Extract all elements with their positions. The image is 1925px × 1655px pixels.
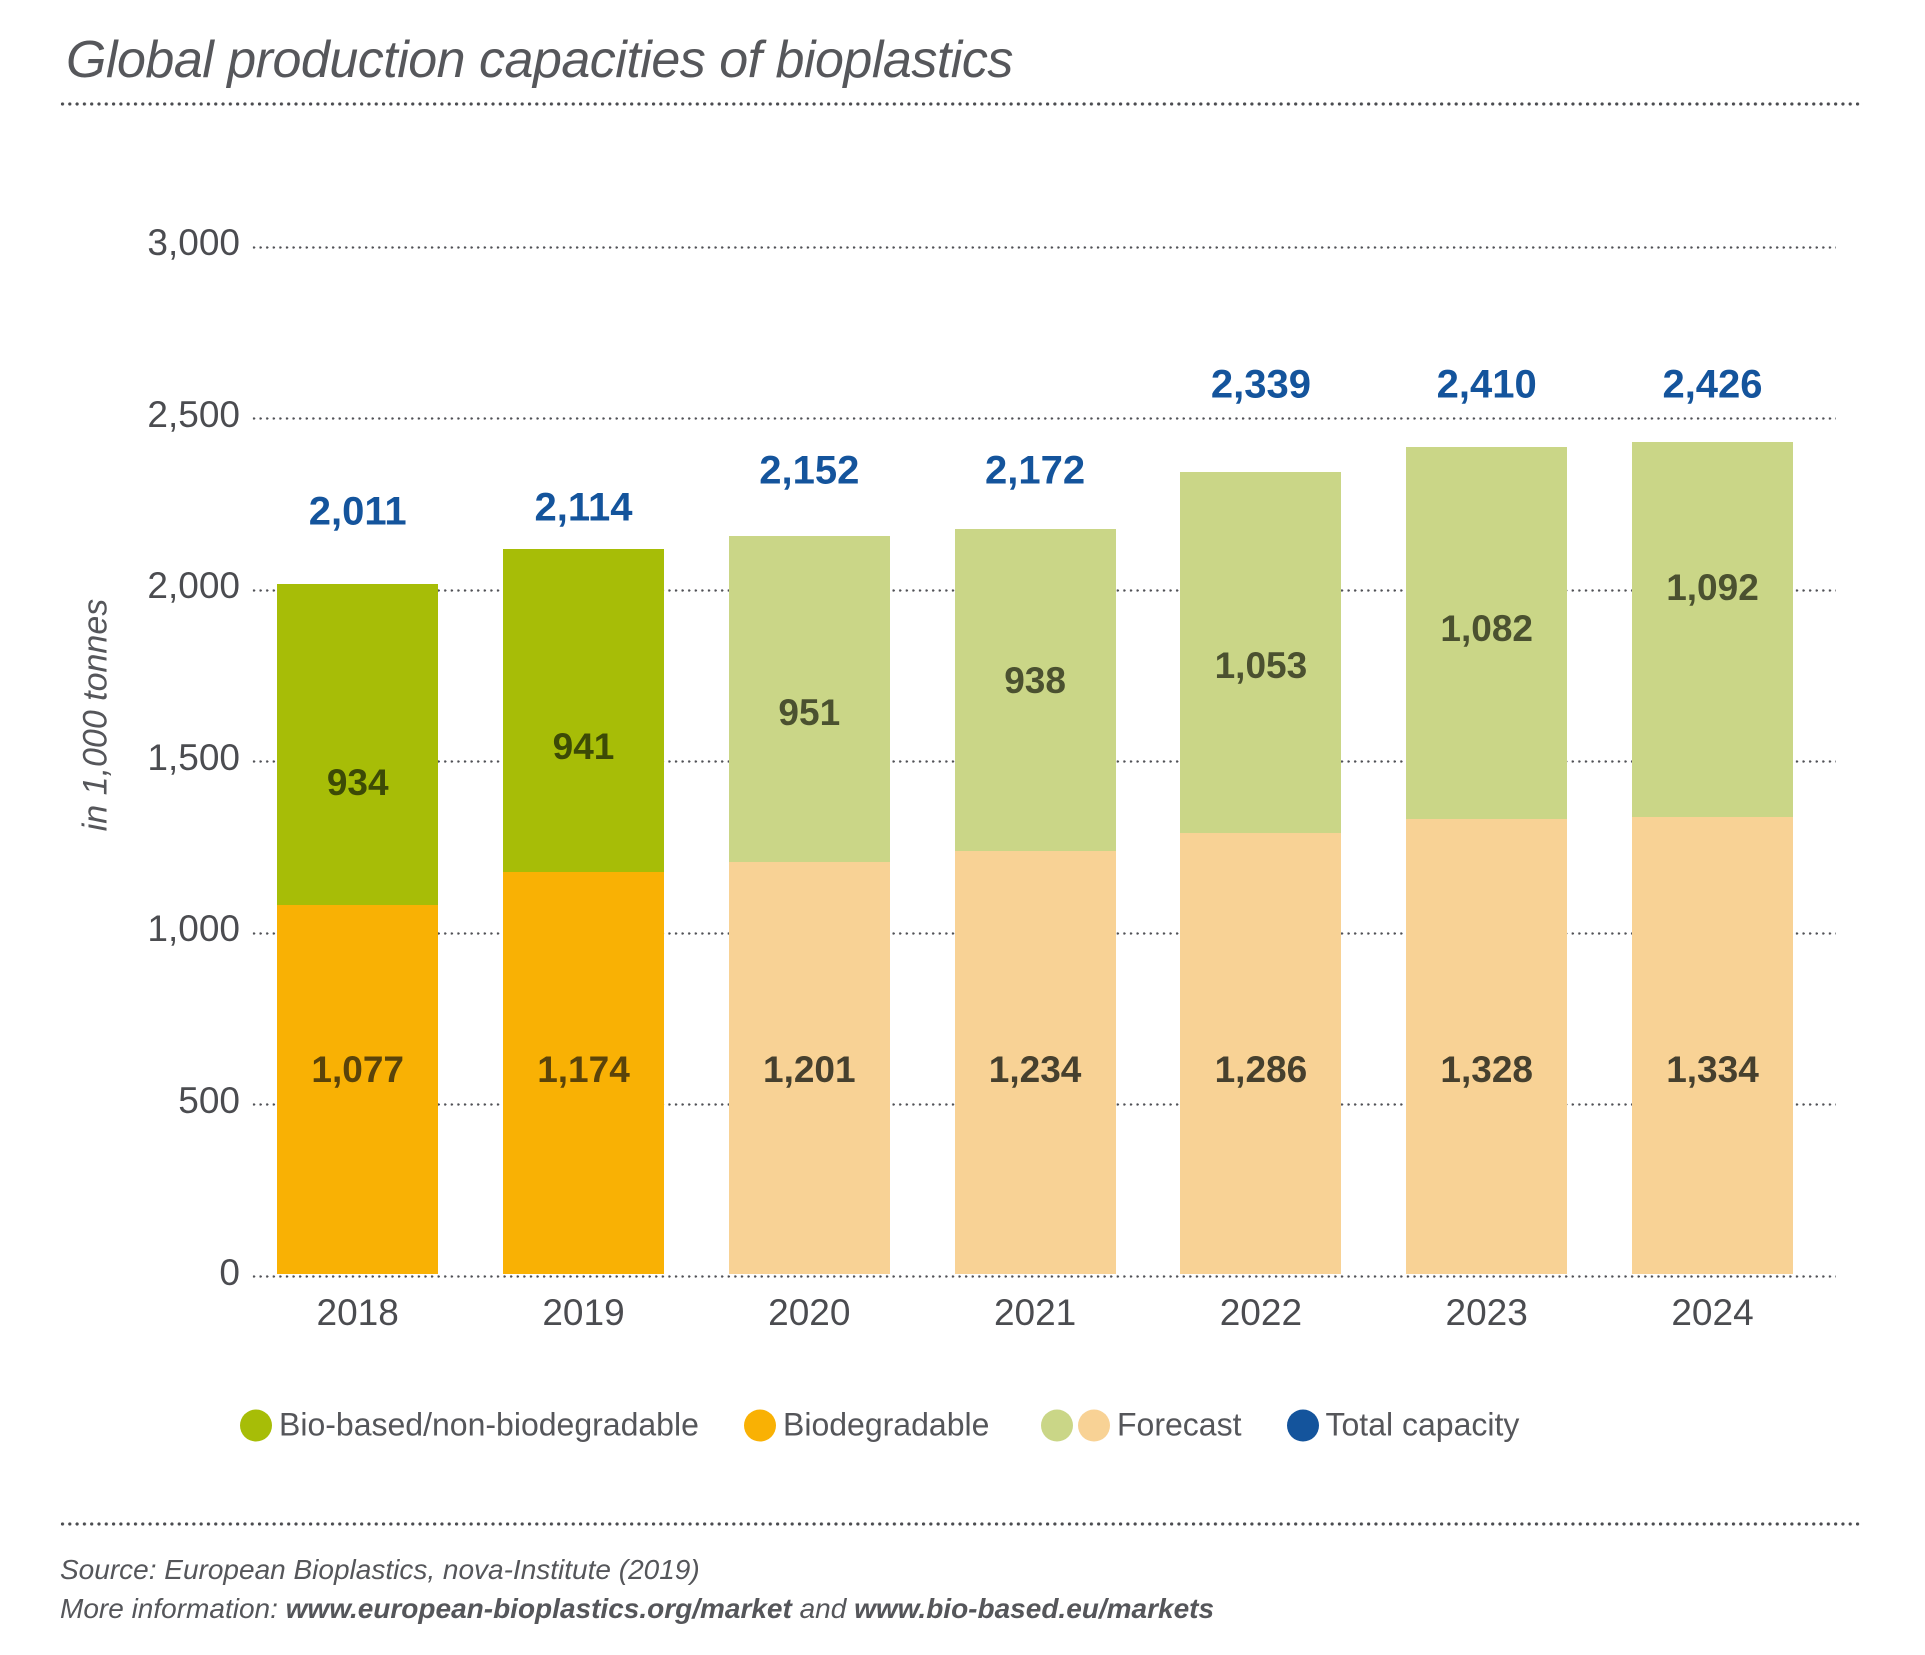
- value-label-2024-bio-based: 1,092: [1666, 567, 1759, 608]
- y-tick-label-2000: 2,000: [147, 565, 240, 607]
- y-tick-label-2500: 2,500: [147, 393, 240, 435]
- legend-label: Total capacity: [1325, 1406, 1520, 1443]
- total-label-2020: 2,152: [759, 448, 860, 493]
- legend-dot-2-0-icon: [1041, 1409, 1073, 1441]
- gridline-2500: [252, 416, 1836, 422]
- value-label-2019-bio-based: 941: [552, 725, 615, 767]
- footer-link-european-bioplastics[interactable]: www.european-bioplastics.org/market: [285, 1593, 792, 1624]
- legend-item-bio-based-non-biodegradable: Bio-based/non-biodegradable: [240, 1407, 699, 1444]
- value-label-2018-bio-based: 934: [326, 762, 389, 803]
- bar-2020-biodegradable-segment: [728, 862, 890, 1275]
- bar-2022-bio-based-segment: [1180, 471, 1342, 834]
- value-label-2022-bio-based: 1,053: [1214, 645, 1308, 686]
- x-tick-label-2023: 2023: [1445, 1292, 1528, 1333]
- legend-item-biodegradable: Biodegradable: [744, 1407, 989, 1444]
- total-label-2023: 2,410: [1436, 362, 1537, 407]
- legend-item-forecast: Forecast: [1041, 1407, 1241, 1444]
- value-label-2024-biodegradable: 1,334: [1666, 1049, 1759, 1090]
- x-tick-label-2019: 2019: [542, 1292, 625, 1333]
- total-label-2024: 2,426: [1662, 362, 1763, 407]
- value-label-2019-biodegradable: 1,174: [537, 1049, 630, 1090]
- value-label-2021-bio-based: 938: [1004, 659, 1066, 701]
- legend-label: Bio-based/non-biodegradable: [279, 1406, 699, 1443]
- bar-2019-bio-based-segment: [503, 548, 664, 872]
- footer-source-text: Source: European Bioplastics, nova-Insti…: [60, 1554, 700, 1585]
- bar-2024-bio-based-segment: [1632, 441, 1793, 817]
- x-tick-label-2020: 2020: [768, 1292, 851, 1333]
- total-label-2019: 2,114: [534, 485, 633, 530]
- y-tick-label-0: 0: [219, 1251, 240, 1293]
- footer-link-bio-based[interactable]: www.bio-based.eu/markets: [854, 1593, 1215, 1624]
- bar-2019-biodegradable-segment: [503, 871, 664, 1275]
- bar-2021-bio-based-segment: [954, 529, 1116, 852]
- x-tick-label-2024: 2024: [1671, 1292, 1754, 1333]
- legend-dot-1-0-icon: [744, 1409, 776, 1441]
- bar-2020-bio-based-segment: [728, 536, 890, 863]
- legend-dot-0-0-icon: [240, 1409, 272, 1441]
- value-label-2023-biodegradable: 1,328: [1440, 1049, 1533, 1090]
- legend-label: Biodegradable: [783, 1406, 990, 1443]
- legend-label: Forecast: [1117, 1406, 1242, 1443]
- value-label-2022-biodegradable: 1,286: [1214, 1049, 1308, 1090]
- value-label-2023-bio-based: 1,082: [1440, 608, 1533, 649]
- x-tick-label-2021: 2021: [993, 1292, 1077, 1333]
- bar-2024-biodegradable-segment: [1632, 816, 1793, 1275]
- y-tick-label-3000: 3,000: [147, 222, 240, 263]
- y-tick-label-1000: 1,000: [147, 908, 240, 950]
- y-tick-label-1500: 1,500: [147, 736, 240, 778]
- y-tick-label-500: 500: [178, 1079, 240, 1121]
- x-tick-label-2022: 2022: [1219, 1292, 1303, 1333]
- value-label-2020-biodegradable: 1,201: [763, 1049, 856, 1090]
- legend-dot-2-1-icon: [1078, 1409, 1110, 1441]
- footer-and-text: and: [791, 1593, 855, 1624]
- bar-2023-biodegradable-segment: [1406, 818, 1568, 1275]
- bar-2022-biodegradable-segment: [1180, 833, 1342, 1275]
- total-label-2022: 2,339: [1210, 362, 1311, 407]
- total-label-2021: 2,172: [985, 448, 1086, 493]
- footer-more-info-text: More information: www.european-bioplasti…: [60, 1593, 1214, 1625]
- footer-divider-dotted-line: [60, 1521, 1863, 1527]
- gridline-3000: [252, 244, 1836, 250]
- y-axis-title: in 1,000 tonnes: [76, 598, 115, 832]
- value-label-2020-bio-based: 951: [778, 692, 841, 733]
- bar-2023-bio-based-segment: [1406, 447, 1568, 819]
- legend-dot-3-0-icon: [1286, 1409, 1319, 1441]
- bar-2018-biodegradable-segment: [277, 904, 439, 1275]
- bar-2021-biodegradable-segment: [954, 851, 1116, 1275]
- bar-2018-bio-based-segment: [277, 584, 439, 905]
- value-label-2021-biodegradable: 1,234: [988, 1049, 1082, 1090]
- footer-more-prefix: More information:: [60, 1593, 286, 1624]
- value-label-2018-biodegradable: 1,077: [311, 1049, 404, 1090]
- title-divider-dotted-line: [60, 101, 1863, 107]
- chart-title: Global production capacities of bioplast…: [66, 31, 1013, 89]
- legend-item-total-capacity: Total capacity: [1286, 1406, 1520, 1444]
- x-tick-label-2018: 2018: [316, 1292, 399, 1333]
- total-label-2018: 2,011: [308, 489, 407, 534]
- gridline-0: [252, 1274, 1836, 1279]
